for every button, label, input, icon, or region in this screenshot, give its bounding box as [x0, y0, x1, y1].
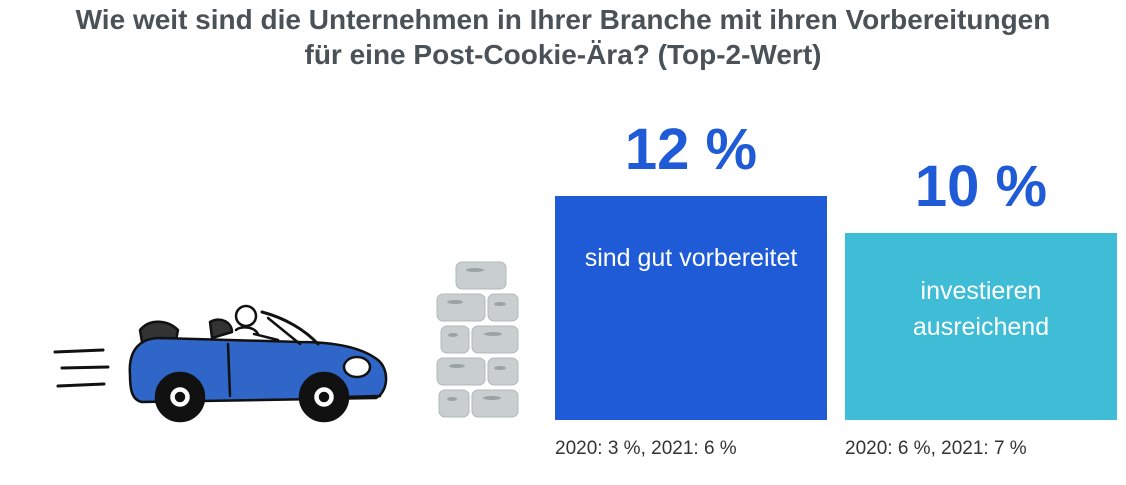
previous-years-label: 2020: 3 %, 2021: 6 %: [555, 438, 737, 459]
bar-2: investieren ausreichend: [845, 233, 1117, 420]
chart-title-line-1: Wie weit sind die Unternehmen in Ihrer B…: [75, 4, 1051, 35]
bar-category-label: sind gut vorbereitet: [584, 244, 798, 272]
bar-1: sind gut vorbereitet: [555, 196, 827, 420]
chart-title: Wie weit sind die Unternehmen in Ihrer B…: [0, 2, 1126, 72]
speed-lines-icon: [53, 348, 110, 388]
brick-wall-icon: [436, 261, 519, 418]
bar-value-label: 10 %: [914, 154, 1048, 220]
chart-title-line-2: für eine Post-Cookie-Ära? (Top-2-Wert): [304, 39, 822, 70]
bar-value-label: 12 %: [624, 117, 758, 182]
convertible-car-icon: [128, 304, 388, 423]
bar-category-label: investieren ausreichend: [912, 277, 1050, 342]
previous-years-label: 2020: 6 %, 2021: 7 %: [845, 438, 1027, 459]
